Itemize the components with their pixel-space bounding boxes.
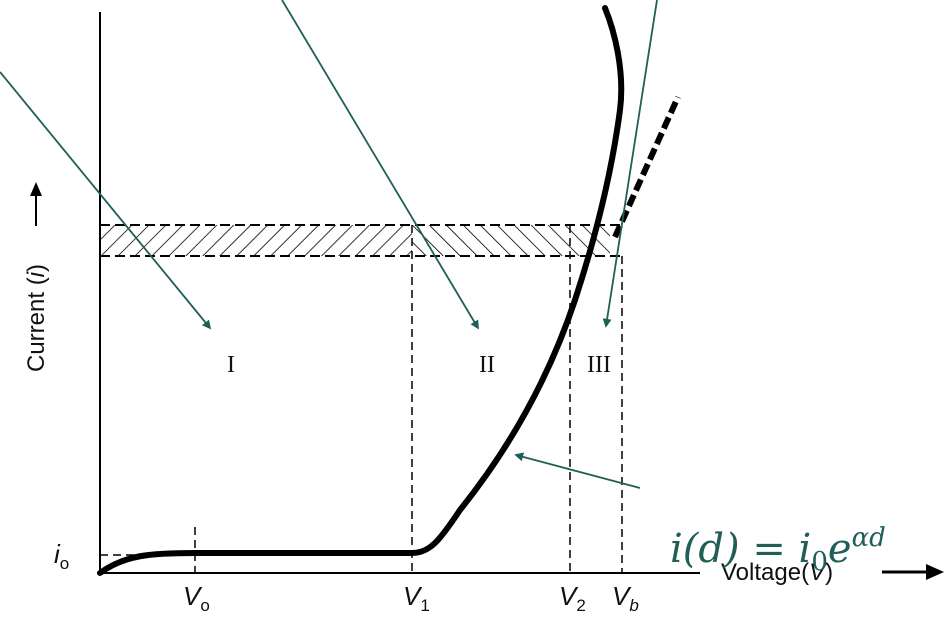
y-axis-label-arrow-head xyxy=(30,182,42,196)
arrow-region-three xyxy=(602,0,658,328)
y-axis-label: Current (i) xyxy=(23,264,50,372)
region-label-two: II xyxy=(479,352,495,378)
arrow-region-two xyxy=(281,0,479,330)
arrow-formula xyxy=(514,452,641,489)
formula-label: i(d) = i0eαd xyxy=(670,523,886,577)
hatched-band-left xyxy=(100,225,412,256)
x-axis-arrow-head xyxy=(926,564,944,580)
region-label-one: I xyxy=(227,352,235,378)
exponential-extrapolation xyxy=(612,95,681,239)
arrow-region-one xyxy=(0,71,212,330)
x-axis-label: Voltage(V) xyxy=(721,559,833,586)
tick-label-io: io xyxy=(54,539,69,573)
tick-label-v1: V1 xyxy=(403,581,430,615)
hatched-band-right xyxy=(412,225,610,256)
y-axis-label-group: Current (i) xyxy=(23,182,50,372)
tick-label-v0: Vo xyxy=(183,581,210,615)
region-label-three: III xyxy=(587,352,611,378)
current-voltage-curve xyxy=(97,5,625,576)
tick-label-vb: Vb xyxy=(612,581,639,615)
tick-label-v2: V2 xyxy=(559,581,586,615)
